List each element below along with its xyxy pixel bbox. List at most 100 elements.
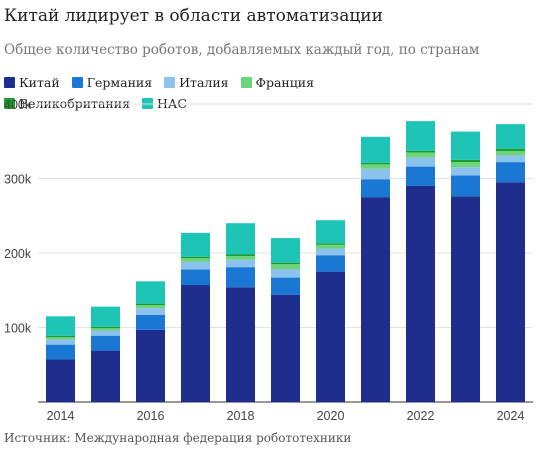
bar-stack-2017[interactable] bbox=[181, 232, 210, 402]
bar-segment[interactable] bbox=[46, 359, 75, 402]
bar-segment[interactable] bbox=[181, 256, 210, 259]
legend-item-china[interactable]: Китай bbox=[4, 75, 60, 90]
bar-segment[interactable] bbox=[46, 344, 75, 360]
bar-segment[interactable] bbox=[136, 303, 165, 306]
bar-segment[interactable] bbox=[271, 294, 300, 402]
bar-segment[interactable] bbox=[316, 271, 345, 402]
y-tick-label: 100k bbox=[4, 322, 32, 336]
bar-segment[interactable] bbox=[226, 254, 255, 256]
bar-segment[interactable] bbox=[316, 244, 345, 249]
x-tick-label: 2022 bbox=[407, 409, 435, 423]
x-tick-labels: 2014 2016 2018 2020 2022 2024 bbox=[47, 409, 525, 423]
bar-segment[interactable] bbox=[226, 223, 255, 255]
bar-segment[interactable] bbox=[271, 238, 300, 263]
bar-stack-2024[interactable] bbox=[496, 124, 525, 402]
bar-segment[interactable] bbox=[271, 264, 300, 270]
bar-segment[interactable] bbox=[451, 162, 480, 168]
bar-segment[interactable] bbox=[496, 162, 525, 183]
bar-stack-2019[interactable] bbox=[271, 238, 300, 402]
bar-segment[interactable] bbox=[361, 179, 390, 198]
bar-segment[interactable] bbox=[91, 326, 120, 329]
bar-stack-2022[interactable] bbox=[406, 121, 435, 402]
y-tick-label: 400k bbox=[4, 98, 32, 112]
bar-segment[interactable] bbox=[406, 121, 435, 151]
bar-segment[interactable] bbox=[451, 159, 480, 163]
legend-item-italy[interactable]: Италия bbox=[164, 75, 229, 90]
bar-segment[interactable] bbox=[361, 136, 390, 163]
bar-segment[interactable] bbox=[451, 175, 480, 197]
x-tick-label: 2016 bbox=[137, 409, 165, 423]
bar-segment[interactable] bbox=[91, 306, 120, 327]
chart-title: Китай лидирует в области автоматизации bbox=[4, 6, 383, 26]
bar-segment[interactable] bbox=[496, 182, 525, 402]
bar-segment[interactable] bbox=[406, 150, 435, 153]
legend-swatch bbox=[4, 77, 15, 88]
bar-segment[interactable] bbox=[136, 329, 165, 402]
legend-item-germany[interactable]: Германия bbox=[71, 75, 153, 90]
bar-segment[interactable] bbox=[451, 167, 480, 176]
bar-segment[interactable] bbox=[226, 255, 255, 260]
x-tick-label: 2014 bbox=[47, 409, 75, 423]
bar-segment[interactable] bbox=[91, 350, 120, 402]
bar-segment[interactable] bbox=[181, 261, 210, 270]
bar-segment[interactable] bbox=[91, 335, 120, 351]
bar-segment[interactable] bbox=[316, 248, 345, 256]
bar-stack-2023[interactable] bbox=[451, 131, 480, 402]
bar-stack-2021[interactable] bbox=[361, 136, 390, 402]
y-tick-label: 200k bbox=[4, 247, 32, 261]
bar-segment[interactable] bbox=[136, 281, 165, 304]
bar-segment[interactable] bbox=[316, 220, 345, 244]
legend-swatch bbox=[4, 98, 15, 109]
bar-stack-2015[interactable] bbox=[91, 306, 120, 402]
bar-segment[interactable] bbox=[271, 269, 300, 278]
bar-segment[interactable] bbox=[316, 243, 345, 245]
bar-stack-2020[interactable] bbox=[316, 220, 345, 402]
bar-segment[interactable] bbox=[46, 337, 75, 340]
bar-segment[interactable] bbox=[181, 232, 210, 257]
bar-segment[interactable] bbox=[361, 164, 390, 169]
bar-segment[interactable] bbox=[406, 152, 435, 158]
x-tick-label: 2020 bbox=[317, 409, 345, 423]
legend-row-1: Китай Германия Италия Франция bbox=[4, 72, 404, 93]
bar-segment[interactable] bbox=[181, 285, 210, 402]
bar-segment[interactable] bbox=[91, 330, 120, 336]
bar-stack-2016[interactable] bbox=[136, 281, 165, 402]
bar-segment[interactable] bbox=[181, 258, 210, 262]
bar-segment[interactable] bbox=[226, 267, 255, 288]
legend-label: Германия bbox=[86, 75, 153, 90]
bar-segment[interactable] bbox=[271, 262, 300, 265]
bar-segment[interactable] bbox=[496, 148, 525, 151]
legend-item-france[interactable]: Франция bbox=[240, 75, 314, 90]
bar-segment[interactable] bbox=[496, 155, 525, 163]
bar-segment[interactable] bbox=[136, 314, 165, 330]
bar-segment[interactable] bbox=[406, 166, 435, 186]
bar-segment[interactable] bbox=[136, 305, 165, 309]
bar-segment[interactable] bbox=[226, 259, 255, 268]
bar-segment[interactable] bbox=[226, 287, 255, 402]
bar-segment[interactable] bbox=[406, 185, 435, 402]
bar-segment[interactable] bbox=[361, 168, 390, 180]
legend-label: Китай bbox=[19, 75, 60, 90]
bar-segment[interactable] bbox=[91, 328, 120, 331]
bar-segment[interactable] bbox=[181, 269, 210, 286]
bar-segment[interactable] bbox=[361, 162, 390, 165]
bar-segment[interactable] bbox=[316, 255, 345, 272]
y-tick-labels: 100k 200k 300k 400k bbox=[4, 98, 32, 336]
bar-segment[interactable] bbox=[361, 197, 390, 402]
legend-swatch bbox=[164, 77, 176, 88]
bar-segment[interactable] bbox=[496, 150, 525, 156]
bar-stack-2014[interactable] bbox=[46, 316, 75, 402]
bar-stack-2018[interactable] bbox=[226, 223, 255, 402]
bar-segment[interactable] bbox=[451, 131, 480, 160]
bar-segment[interactable] bbox=[136, 308, 165, 315]
bar-segment[interactable] bbox=[46, 335, 75, 338]
bar-segment[interactable] bbox=[406, 157, 435, 167]
bar-segment[interactable] bbox=[496, 124, 525, 149]
bar-segment[interactable] bbox=[46, 339, 75, 345]
x-tick-label: 2018 bbox=[227, 409, 255, 423]
bar-segment[interactable] bbox=[271, 277, 300, 295]
bar-segment[interactable] bbox=[451, 196, 480, 402]
bar-segment[interactable] bbox=[46, 316, 75, 336]
source-note: Источник: Международная федерация робото… bbox=[4, 431, 352, 445]
